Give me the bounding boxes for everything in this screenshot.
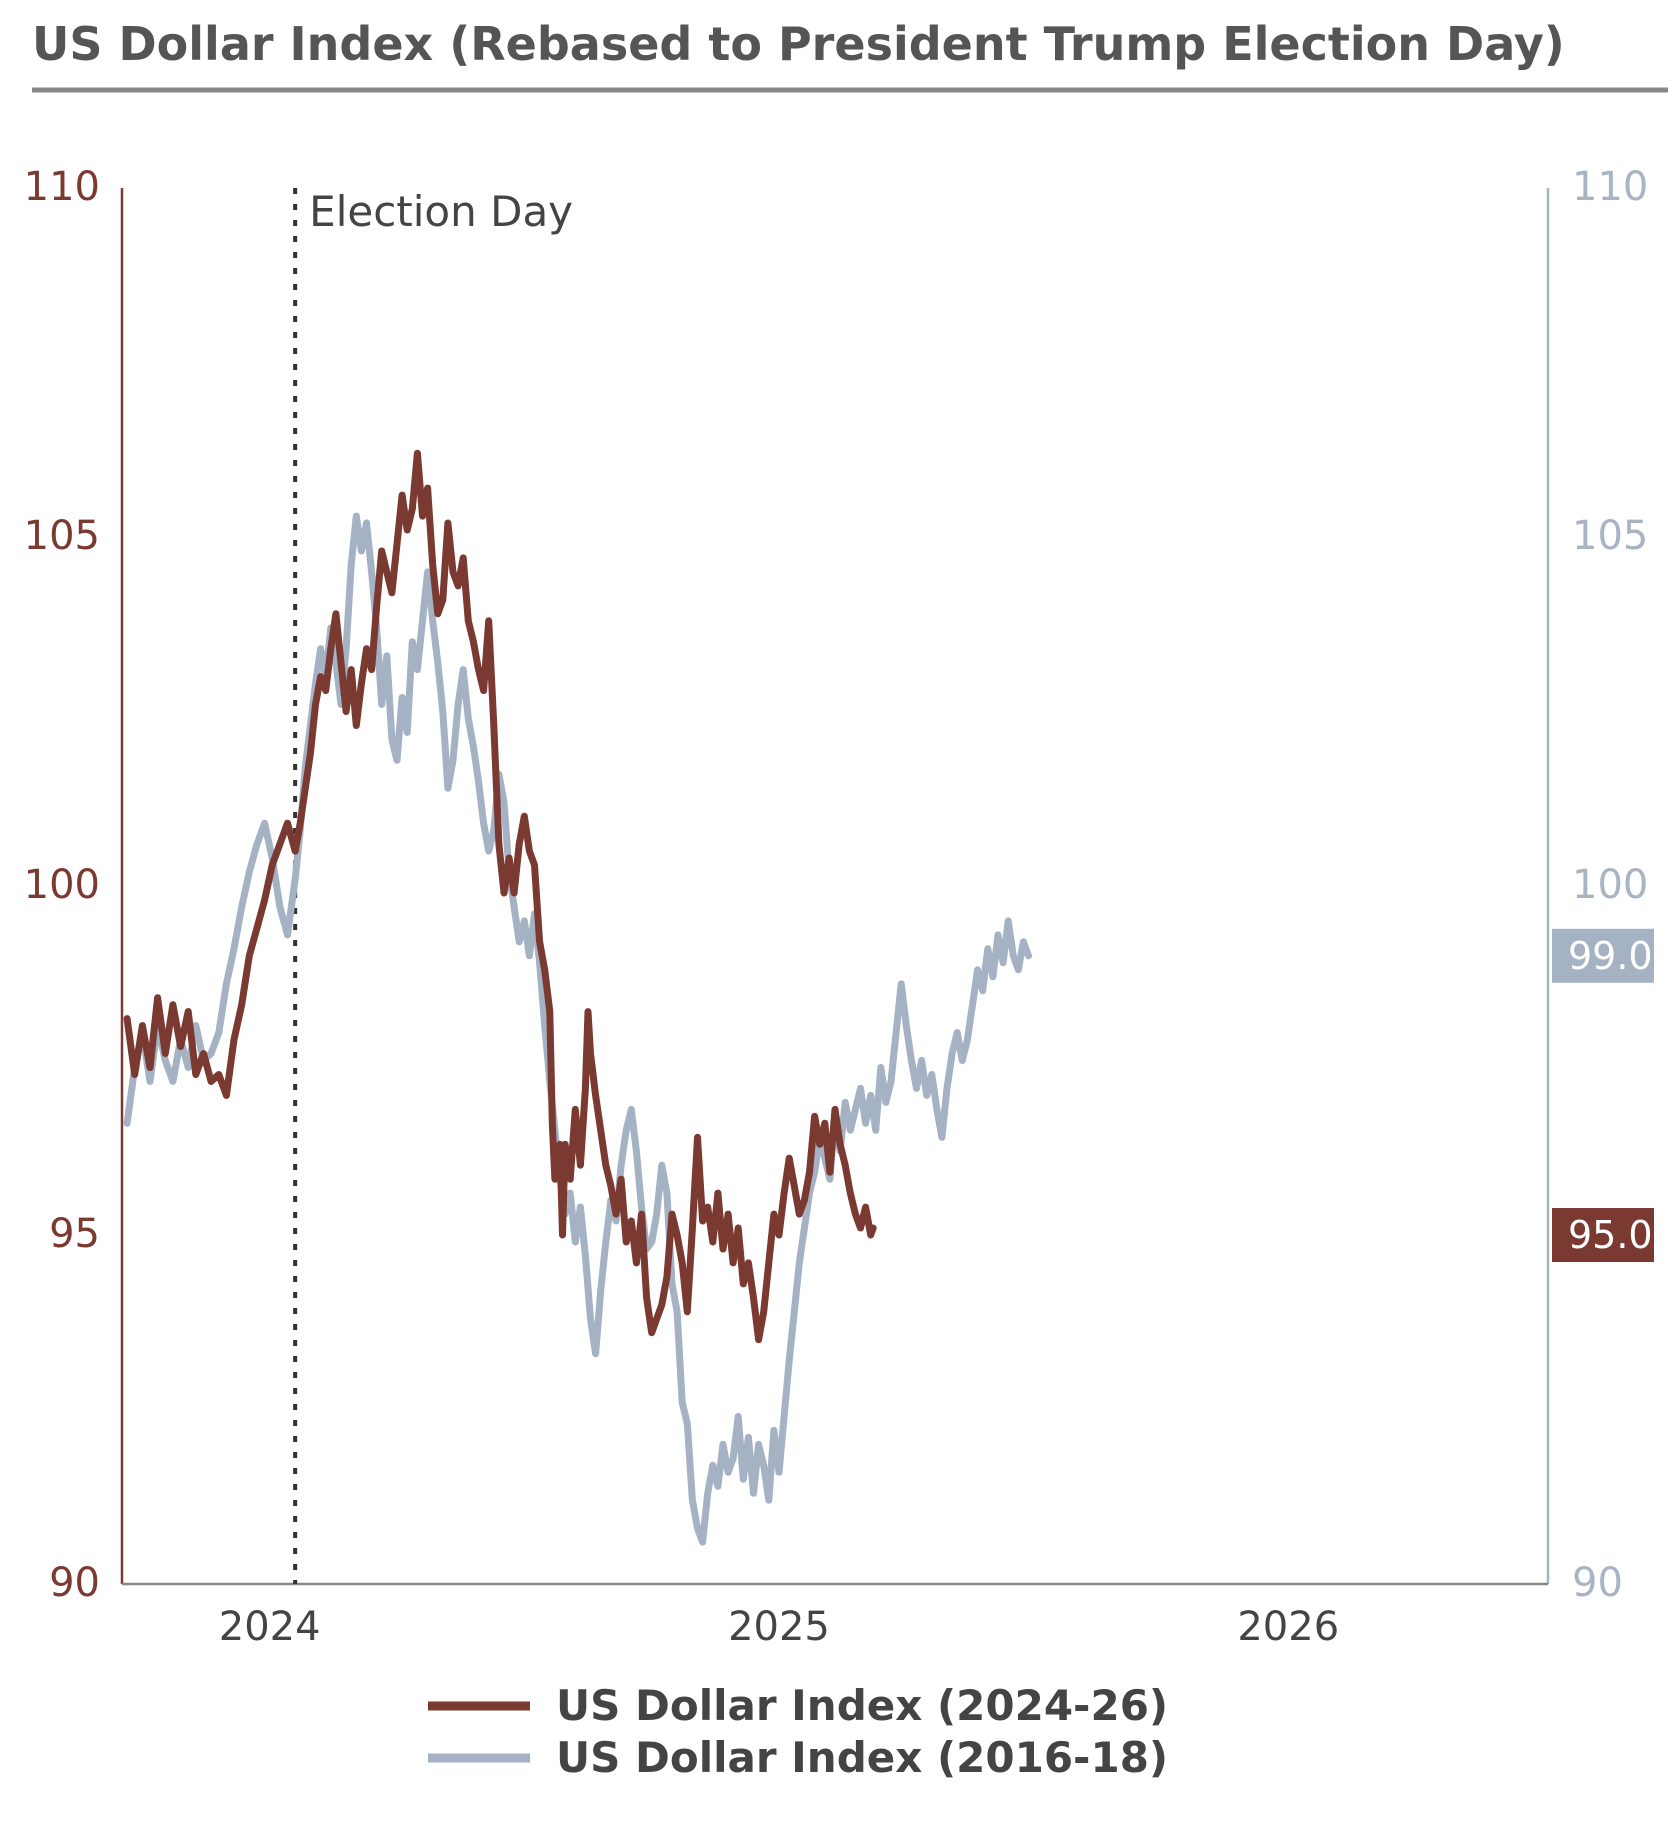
right-y-tick-label: 105 (1572, 513, 1648, 559)
left-y-ticks: 110 105 100 95 90 (24, 164, 100, 1606)
series-line-2024-26 (123, 449, 877, 1344)
election-day-label: Election Day (309, 187, 573, 236)
x-tick-label: 2025 (728, 1604, 830, 1650)
legend-label-2016: US Dollar Index (2016-18) (556, 1733, 1168, 1782)
series-lines (123, 449, 1032, 1546)
end-label-badge-2024 (1552, 1208, 1654, 1262)
x-tick-label: 2026 (1237, 1604, 1339, 1650)
right-y-tick-label: 110 (1572, 164, 1648, 210)
x-tick-label: 2024 (219, 1604, 321, 1650)
right-y-tick-label: 90 (1572, 1560, 1623, 1606)
legend: US Dollar Index (2024-26) US Dollar Inde… (428, 1681, 1168, 1782)
end-label-2024: 95.0 (1552, 1208, 1654, 1262)
right-y-tick-label: 100 (1572, 862, 1648, 908)
end-label-value-2024: 95.0 (1568, 1213, 1653, 1257)
left-y-tick-label: 110 (24, 164, 100, 210)
left-y-tick-label: 90 (49, 1560, 100, 1606)
end-label-value-2016: 99.0 (1568, 934, 1653, 978)
x-ticks: 2024 2025 2026 (219, 1604, 1339, 1650)
end-label-2016: 99.0 (1552, 928, 1654, 983)
left-y-tick-label: 105 (24, 513, 100, 559)
chart-title: US Dollar Index (Rebased to President Tr… (32, 17, 1565, 71)
left-y-tick-label: 95 (49, 1211, 100, 1257)
series-line-2016-18 (123, 512, 1032, 1546)
end-label-badge-2016 (1552, 928, 1654, 983)
legend-label-2024: US Dollar Index (2024-26) (556, 1681, 1168, 1730)
right-y-ticks: 110 105 100 90 (1572, 164, 1648, 1606)
left-y-tick-label: 100 (24, 862, 100, 908)
